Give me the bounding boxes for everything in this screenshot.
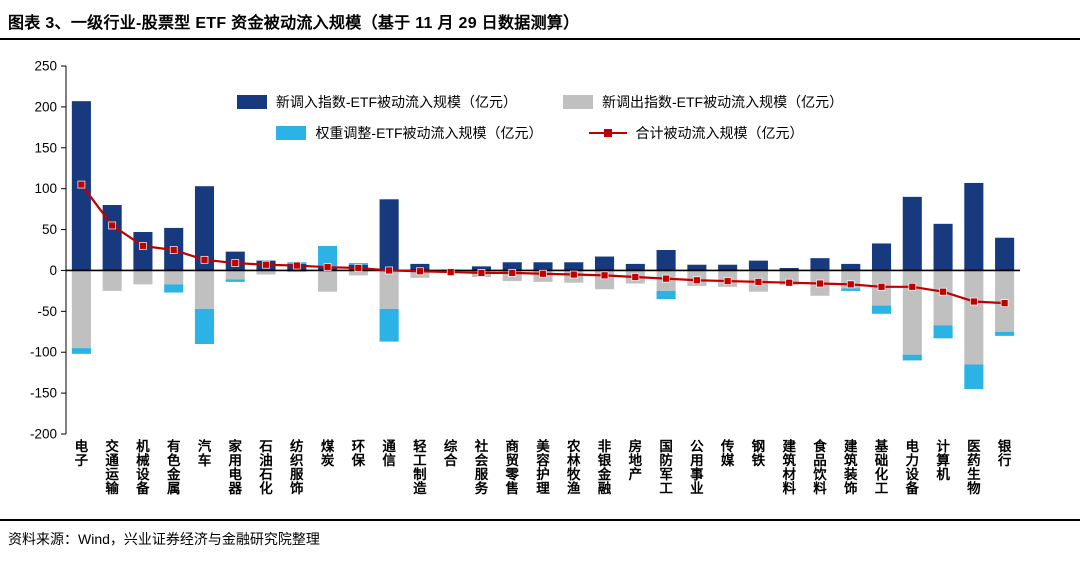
svg-text:0: 0 <box>49 263 57 278</box>
svg-text:200: 200 <box>34 99 57 114</box>
etf-flow-chart: 新调入指数-ETF被动流入规模（亿元） 新调出指数-ETF被动流入规模（亿元） 权重… <box>10 48 1070 510</box>
chart-canvas: 250 200 150 100 50 0 -50 -100 -150 -200 电子 交通运输 机械设备… <box>30 59 1020 496</box>
svg-text:汽车: 汽车 <box>198 438 212 468</box>
svg-text:国防军工: 国防军工 <box>659 439 673 496</box>
svg-text:100: 100 <box>34 181 57 196</box>
svg-text:家用电器: 家用电器 <box>228 438 243 496</box>
svg-text:机械设备: 机械设备 <box>135 438 150 496</box>
title-divider <box>0 38 1080 40</box>
svg-text:基础化工: 基础化工 <box>875 438 889 496</box>
svg-text:钢铁: 钢铁 <box>752 438 766 468</box>
svg-text:交通运输: 交通运输 <box>105 438 119 496</box>
svg-text:-150: -150 <box>30 386 57 401</box>
svg-text:计算机: 计算机 <box>936 438 950 482</box>
svg-text:煤炭: 煤炭 <box>321 438 335 468</box>
svg-text:社会服务: 社会服务 <box>474 438 489 496</box>
svg-text:农林牧渔: 农林牧渔 <box>566 438 581 496</box>
svg-text:-50: -50 <box>37 304 57 319</box>
svg-text:250: 250 <box>34 59 57 74</box>
svg-text:150: 150 <box>34 140 57 155</box>
svg-text:传媒: 传媒 <box>720 438 735 468</box>
svg-text:-200: -200 <box>30 427 57 442</box>
svg-text:房地产: 房地产 <box>629 438 643 482</box>
svg-text:-100: -100 <box>30 345 57 360</box>
svg-text:综合: 综合 <box>444 438 458 468</box>
svg-text:有色金属: 有色金属 <box>166 438 181 496</box>
source-note: 资料来源：Wind，兴业证券经济与金融研究院整理 <box>8 531 320 547</box>
svg-text:食品饮料: 食品饮料 <box>812 438 827 496</box>
svg-text:轻工制造: 轻工制造 <box>413 438 427 496</box>
svg-text:通信: 通信 <box>382 439 396 468</box>
svg-text:电力设备: 电力设备 <box>905 438 920 496</box>
svg-text:50: 50 <box>42 222 57 237</box>
svg-text:非银金融: 非银金融 <box>597 438 612 496</box>
svg-text:石油石化: 石油石化 <box>258 439 273 496</box>
svg-text:公用事业: 公用事业 <box>690 439 704 496</box>
svg-text:建筑材料: 建筑材料 <box>781 438 796 496</box>
chart-title: 图表 3、一级行业-股票型 ETF 资金被动流入规模（基于 11 月 29 日数… <box>8 15 580 32</box>
footer-divider <box>0 519 1080 521</box>
svg-text:银行: 银行 <box>997 438 1012 468</box>
svg-text:建筑装饰: 建筑装饰 <box>843 438 858 496</box>
svg-text:美容护理: 美容护理 <box>535 438 550 496</box>
svg-text:纺织服饰: 纺织服饰 <box>290 438 304 496</box>
svg-text:商贸零售: 商贸零售 <box>504 438 519 496</box>
svg-text:环保: 环保 <box>351 439 366 468</box>
svg-text:电子: 电子 <box>75 438 89 468</box>
svg-text:医药生物: 医药生物 <box>967 439 981 496</box>
